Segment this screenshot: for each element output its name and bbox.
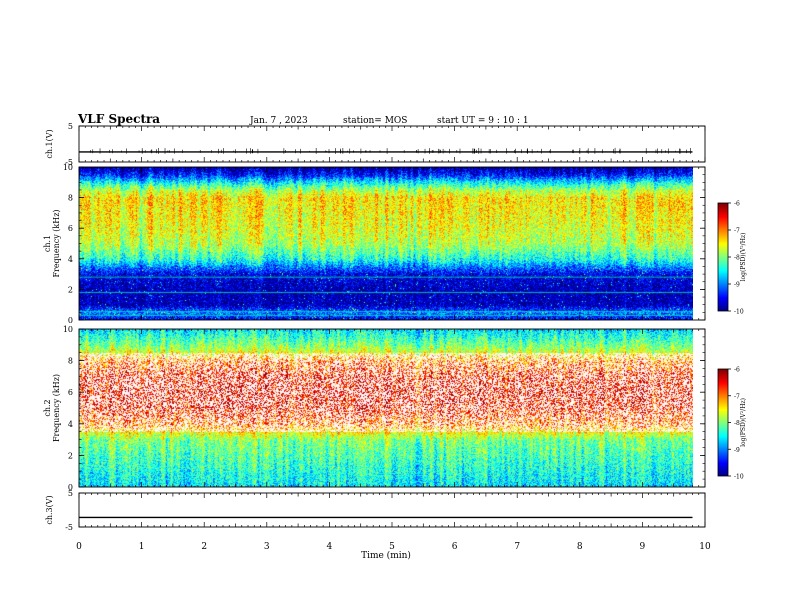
colorbar-tick-label: -8 (734, 420, 740, 427)
y-tick-label: 10 (63, 163, 73, 172)
colorbar-tick-label: -8 (734, 255, 740, 262)
ch2-spectrogram-image (79, 329, 693, 487)
y-tick-label: 5 (68, 122, 73, 131)
y-axis-label: ch.3(V) (45, 495, 54, 524)
colorbar-tick-label: -7 (734, 228, 740, 235)
x-tick-label: 3 (264, 542, 270, 552)
y-axis-label: ch.1 (43, 235, 52, 252)
station-label: station= MOS (343, 116, 408, 126)
start-time-label: start UT = 9 : 10 : 1 (437, 116, 529, 126)
y-axis-label: Frequency (kHz) (52, 374, 61, 442)
colorbar-tick-label: -6 (734, 367, 740, 374)
colorbar-tick-label: -10 (734, 309, 744, 316)
y-tick-label: 4 (68, 255, 73, 264)
y-tick-label: 10 (63, 325, 73, 334)
y-tick-label: 2 (68, 451, 73, 460)
y-axis-label: ch.1(V) (45, 129, 54, 158)
colorbar-label: log(PSD)(V²/Hz) (740, 233, 747, 282)
y-axis-label: ch.2 (43, 399, 52, 416)
x-tick-label: 5 (389, 542, 395, 552)
colorbar-tick-label: -9 (734, 447, 740, 454)
panel-frame (78, 125, 706, 163)
ch1-spectrogram-image (79, 167, 693, 320)
x-tick-label: 10 (699, 542, 711, 552)
date-label: Jan. 7 , 2023 (250, 116, 308, 126)
spectrogram-layer (79, 167, 728, 487)
x-tick-label: 1 (139, 542, 145, 552)
colorbar-label: log(PSD)(V²/Hz) (740, 398, 747, 447)
colorbar-tick-label: -9 (734, 282, 740, 289)
y-tick-label: 2 (68, 285, 73, 294)
y-tick-label: -5 (65, 523, 73, 532)
panel-frame (78, 492, 706, 528)
y-tick-label: 5 (68, 489, 73, 498)
x-tick-label: 9 (640, 542, 646, 552)
colorbar-2 (718, 369, 728, 476)
colorbar-tick-label: -10 (734, 474, 744, 481)
x-tick-label: 4 (327, 542, 333, 552)
y-tick-label: 4 (68, 420, 73, 429)
colorbar-tick-label: -7 (734, 393, 740, 400)
x-tick-label: 0 (76, 542, 82, 552)
colorbar-tick-label: -6 (734, 201, 740, 208)
y-tick-label: 8 (68, 357, 73, 366)
x-tick-label: 6 (452, 542, 458, 552)
x-tick-label: 2 (201, 542, 207, 552)
x-tick-label: 8 (577, 542, 583, 552)
y-tick-label: 6 (68, 388, 73, 397)
y-tick-label: 6 (68, 224, 73, 233)
x-tick-label: 7 (514, 542, 520, 552)
y-tick-label: 8 (68, 194, 73, 203)
x-axis-label: Time (min) (361, 550, 411, 561)
chart-title: VLF Spectra (78, 112, 161, 126)
y-tick-label: 0 (68, 316, 73, 325)
y-axis-label: Frequency (kHz) (52, 209, 61, 277)
y-tick-label: -5 (65, 158, 73, 167)
colorbar-1 (718, 203, 728, 311)
axes-layer (78, 125, 731, 528)
y-tick-label: 0 (68, 483, 73, 492)
